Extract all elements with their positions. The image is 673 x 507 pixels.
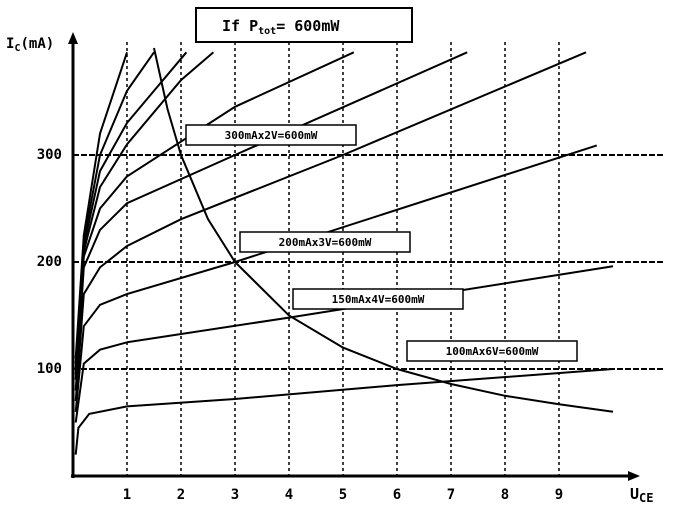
x-tick-label: 5 xyxy=(339,487,347,503)
x-axis-label: UCE xyxy=(630,485,653,505)
annotation: 300mAx2V=600mW xyxy=(225,129,318,142)
title-rest: = 600mW xyxy=(276,17,340,35)
curve xyxy=(74,368,614,455)
curve xyxy=(74,51,128,359)
y-axis-label: IC(mA) xyxy=(6,36,54,54)
annotation: 150mAx4V=600mW xyxy=(332,293,425,306)
x-label-sub: CE xyxy=(639,491,653,505)
title-sub: tot xyxy=(258,26,276,37)
x-tick-label: 7 xyxy=(447,487,455,503)
annotation-box xyxy=(239,231,411,253)
y-axis-arrow xyxy=(68,32,78,44)
x-axis-arrow xyxy=(628,471,640,481)
curve xyxy=(74,51,468,391)
annotation-box xyxy=(185,124,357,146)
chart-title: If Ptot= 600mW xyxy=(222,17,340,38)
curve xyxy=(74,51,188,370)
x-tick-label: 6 xyxy=(393,487,401,503)
annotation: 100mAx6V=600mW xyxy=(446,345,539,358)
x-tick-label: 1 xyxy=(123,487,131,503)
curve xyxy=(74,144,598,412)
title-box xyxy=(195,7,413,43)
x-tick-label: 9 xyxy=(555,487,563,503)
y-label-sub: C xyxy=(14,43,20,54)
x-tick-label: 2 xyxy=(177,487,185,503)
x-tick-label: 4 xyxy=(285,487,293,503)
y-tick-label: 200 xyxy=(37,254,62,270)
annotation-box xyxy=(292,288,464,310)
annotation-box xyxy=(406,340,578,362)
curve xyxy=(74,51,587,402)
y-tick-label: 100 xyxy=(37,361,62,377)
x-tick-label: 8 xyxy=(501,487,509,503)
y-tick-label: 300 xyxy=(37,147,62,163)
curve xyxy=(153,47,614,413)
x-label-main: U xyxy=(630,485,639,503)
curve xyxy=(74,51,355,380)
y-label-rest: (mA) xyxy=(20,36,54,52)
annotation: 200mAx3V=600mW xyxy=(279,236,372,249)
x-tick-label: 3 xyxy=(231,487,239,503)
title-main: If P xyxy=(222,17,258,35)
y-label-main: I xyxy=(6,36,14,52)
